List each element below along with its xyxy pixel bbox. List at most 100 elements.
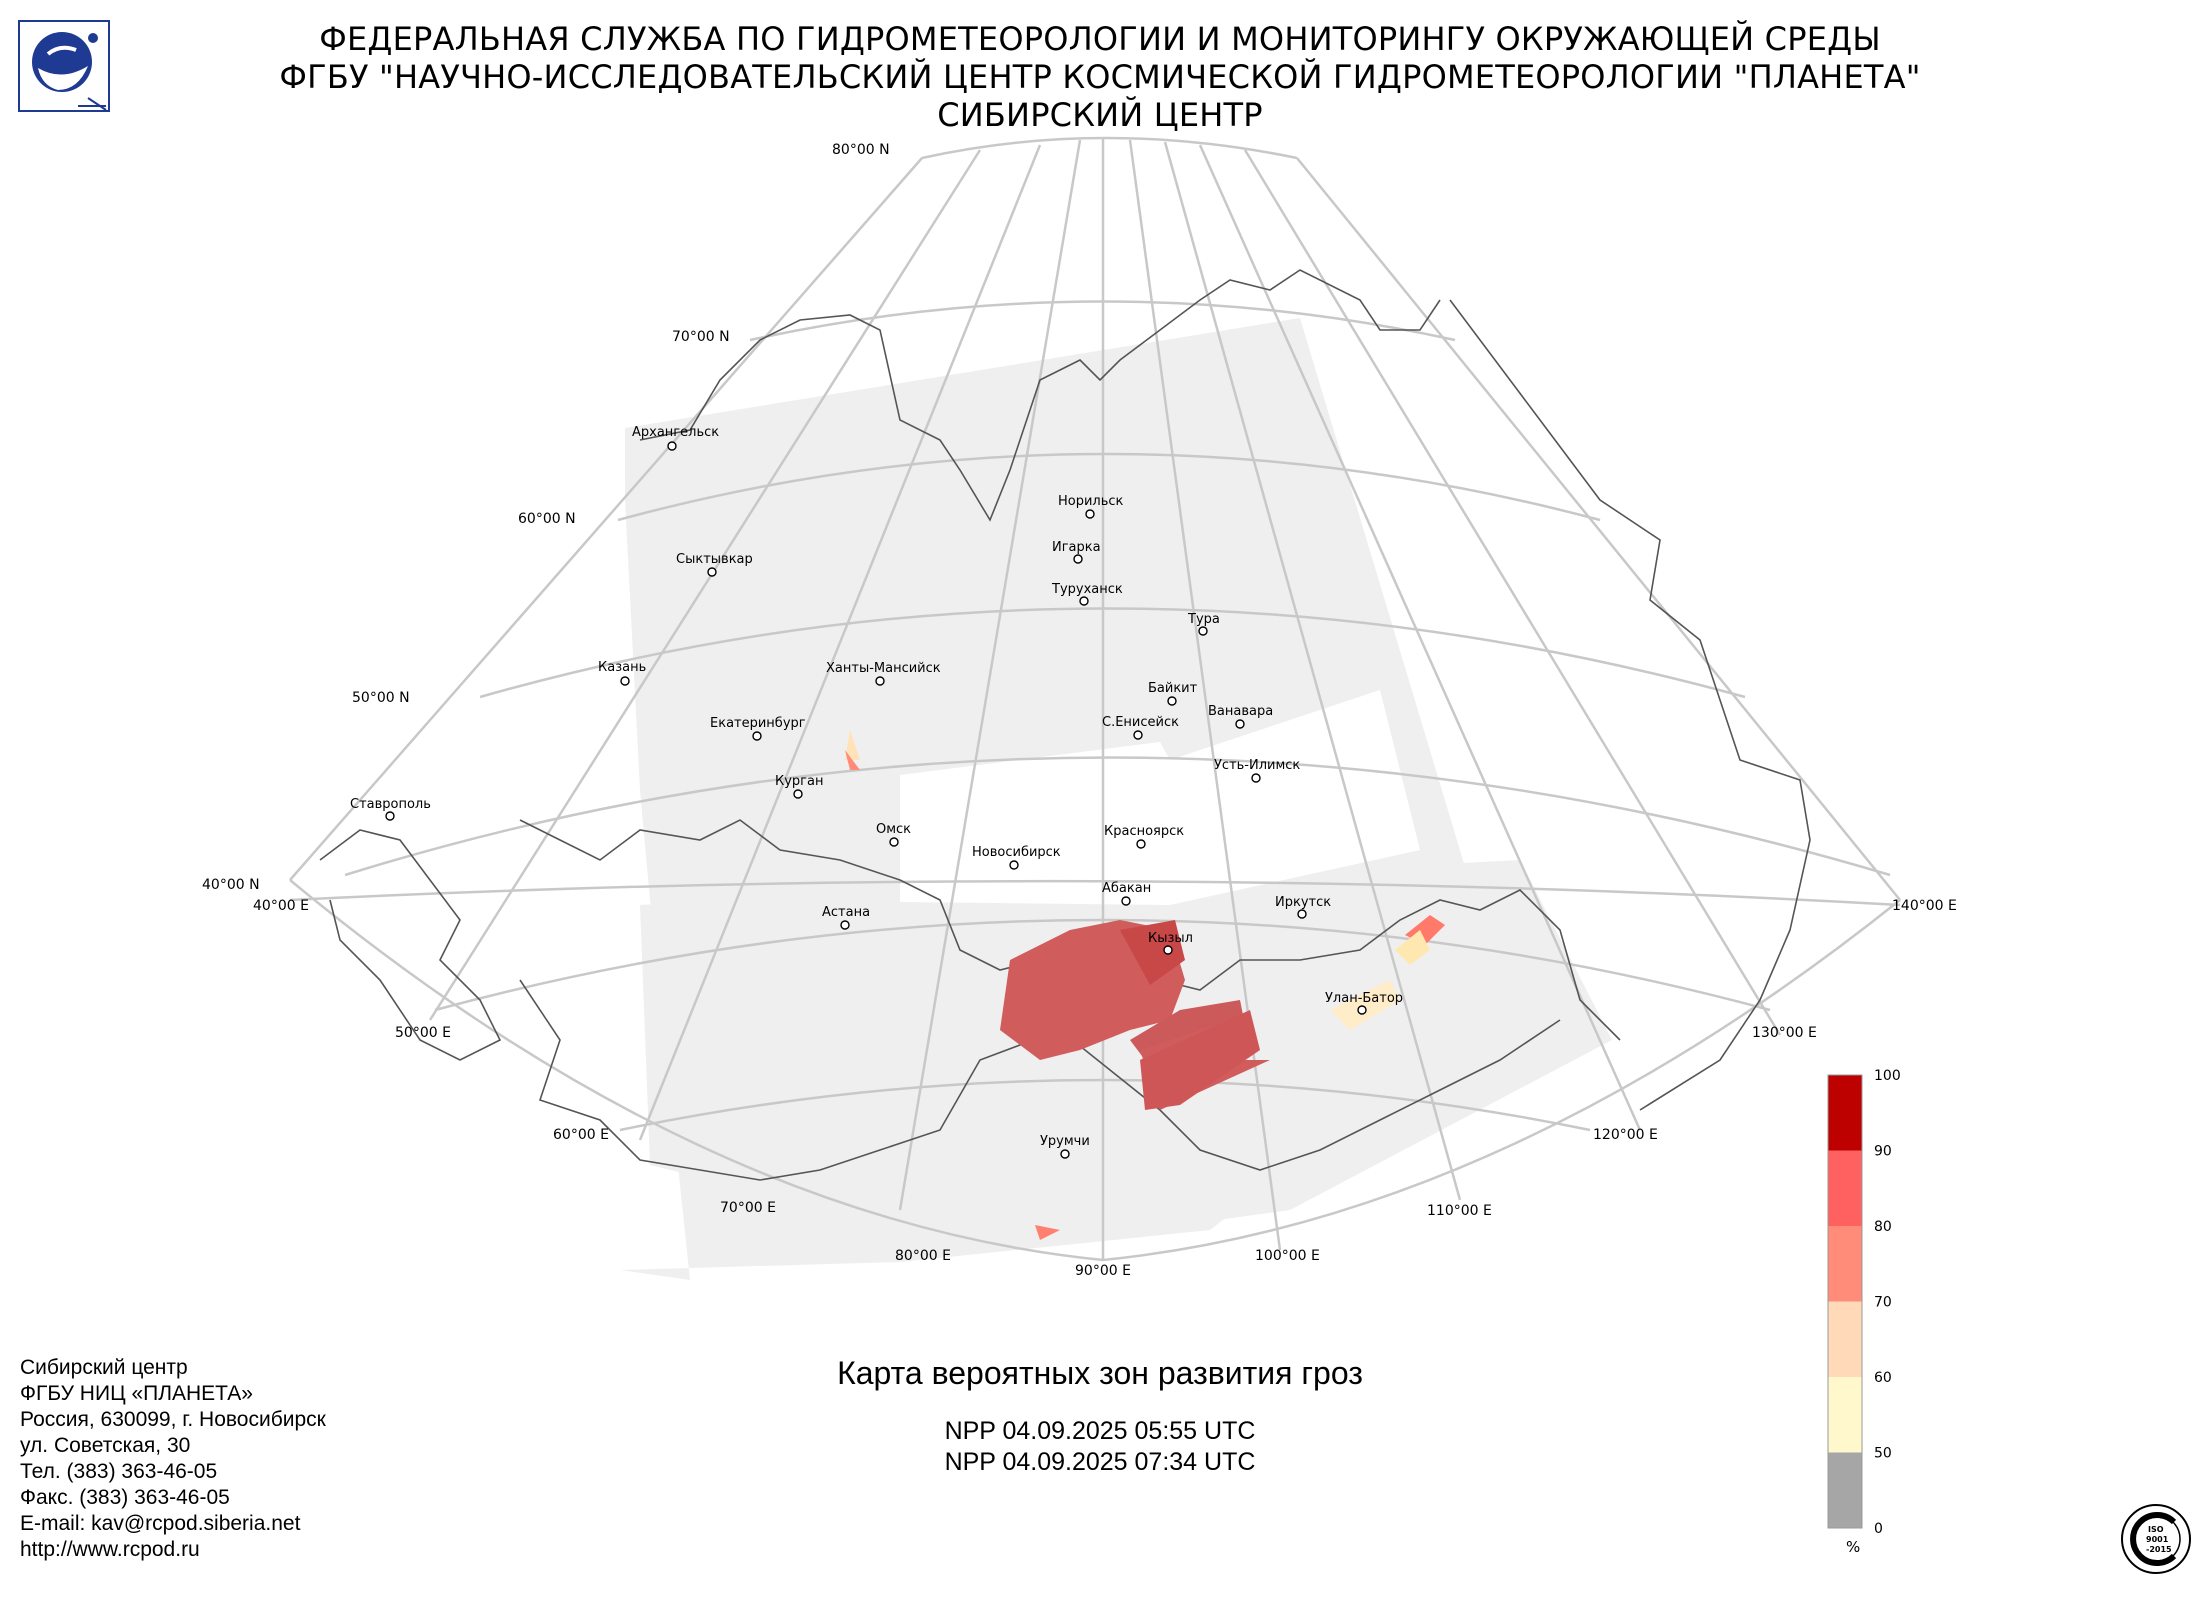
pass-1: NPP 04.09.2025 05:55 UTC (944, 1417, 1256, 1445)
city-novosibirsk: Новосибирск (972, 845, 1061, 870)
svg-text:9001: 9001 (2146, 1535, 2169, 1544)
city-abakan: Абакан (1102, 881, 1151, 906)
legend-tick-60: 60 (1874, 1370, 1892, 1386)
city-urumchi: Урумчи (1040, 1134, 1090, 1159)
header-line-2: ФГБУ "НАУЧНО-ИССЛЕДОВАТЕЛЬСКИЙ ЦЕНТР КОС… (279, 58, 1921, 96)
legend-unit: % (1846, 1538, 1860, 1556)
city-baykit: Байкит (1148, 681, 1198, 706)
website-link[interactable]: http://www.rcpod.ru (20, 1538, 200, 1561)
legend-tick-0: 0 (1874, 1521, 1883, 1537)
city-syktyvkar: Сыктывкар (676, 552, 753, 577)
planeta-logo-icon (18, 20, 110, 112)
header-line-3: СИБИРСКИЙ ЦЕНТР (937, 96, 1263, 134)
city-vanavara: Ванавара (1208, 704, 1273, 729)
city-igarka: Игарка (1052, 540, 1101, 564)
city-kyzyl: Кызыл (1148, 931, 1193, 955)
city-kazan: Казань (598, 660, 646, 686)
svg-text:Тура: Тура (1187, 612, 1220, 627)
svg-text:Туруханск: Туруханск (1051, 582, 1123, 597)
header: ФЕДЕРАЛЬНАЯ СЛУЖБА ПО ГИДРОМЕТЕОРОЛОГИИ … (0, 20, 2200, 134)
address-line-1: Сибирский центр (20, 1356, 188, 1379)
address-line-5: Тел. (383) 363-46-05 (20, 1460, 218, 1483)
city-krasnoyarsk: Красноярск (1104, 824, 1184, 849)
svg-text:Ставрополь: Ставрополь (350, 797, 431, 812)
svg-text:-2015: -2015 (2146, 1545, 2172, 1554)
graticule-meridians (289, 138, 1901, 1260)
graticule-labels: 80°00 N 70°00 N 60°00 N 50°00 N 40°00 N … (202, 142, 1957, 1279)
svg-text:Екатеринбург: Екатеринбург (710, 716, 806, 731)
legend-tick-100: 100 (1874, 1068, 1901, 1084)
legend-tick-70: 70 (1874, 1295, 1892, 1311)
city-turukhansk: Туруханск (1051, 582, 1123, 606)
city-ekaterinburg: Екатеринбург (710, 716, 806, 741)
city-norilsk: Норильск (1058, 494, 1124, 519)
label-lat-40: 40°00 N (202, 877, 260, 893)
header-line-1: ФЕДЕРАЛЬНАЯ СЛУЖБА ПО ГИДРОМЕТЕОРОЛОГИИ … (319, 20, 1881, 58)
label-lat-80: 80°00 N (832, 142, 890, 158)
label-lon-50: 50°00 E (395, 1025, 451, 1041)
swath-gap (900, 690, 1420, 905)
label-lon-100: 100°00 E (1255, 1248, 1320, 1264)
svg-text:Иркутск: Иркутск (1275, 895, 1331, 910)
svg-text:Урумчи: Урумчи (1040, 1134, 1090, 1149)
city-khanty-mansiysk: Ханты-Мансийск (826, 661, 941, 686)
legend-band-50-60 (1828, 1377, 1862, 1453)
svg-text:Ханты-Мансийск: Ханты-Мансийск (826, 661, 941, 676)
storm-zones (845, 730, 1445, 1240)
label-lon-60: 60°00 E (553, 1127, 609, 1143)
map-title: Карта вероятных зон развития гроз (837, 1355, 1363, 1391)
svg-text:Архангельск: Архангельск (632, 425, 719, 440)
svg-text:Новосибирск: Новосибирск (972, 845, 1061, 860)
legend-band-60-70 (1828, 1301, 1862, 1377)
svg-text:Усть-Илимск: Усть-Илимск (1214, 758, 1300, 773)
city-arkhangelsk: Архангельск (632, 425, 719, 451)
city-stavropol: Ставрополь (350, 797, 431, 821)
svg-text:Кызыл: Кызыл (1148, 931, 1193, 946)
legend-band-80-90 (1828, 1150, 1862, 1226)
label-lon-80: 80°00 E (895, 1248, 951, 1264)
city-ulan-bator: Улан-Батор (1325, 991, 1403, 1015)
label-lon-140: 140°00 E (1892, 898, 1957, 914)
svg-text:Сыктывкар: Сыктывкар (676, 552, 753, 567)
label-lon-130: 130°00 E (1752, 1025, 1817, 1041)
svg-text:С.Енисейск: С.Енисейск (1102, 715, 1179, 730)
city-ust-ilimsk: Усть-Илимск (1214, 758, 1300, 783)
legend-colorbar: 100 90 80 70 60 50 0% (1827, 1068, 1901, 1556)
legend-band-90-100 (1828, 1075, 1862, 1151)
iso-certificate-icon: ISO 9001 -2015 (2121, 1504, 2191, 1574)
svg-text:Улан-Батор: Улан-Батор (1325, 991, 1403, 1006)
svg-text:Ванавара: Ванавара (1208, 704, 1273, 719)
svg-text:Красноярск: Красноярск (1104, 824, 1184, 839)
svg-text:Норильск: Норильск (1058, 494, 1124, 509)
address-line-3: Россия, 630099, г. Новосибирск (20, 1408, 326, 1431)
label-lat-70: 70°00 N (672, 329, 730, 345)
cities: Архангельск Норильск Игарка Туруханск Ту… (350, 425, 1403, 1159)
city-kurgan: Курган (775, 774, 823, 799)
svg-text:Астана: Астана (822, 905, 870, 920)
address-block: Сибирский центр ФГБУ НИЦ «ПЛАНЕТА» Росси… (20, 1355, 326, 1563)
svg-text:Абакан: Абакан (1102, 881, 1151, 896)
svg-text:Омск: Омск (876, 822, 911, 837)
address-line-2: ФГБУ НИЦ «ПЛАНЕТА» (20, 1382, 253, 1405)
city-irkutsk: Иркутск (1275, 895, 1331, 919)
city-s-eniseysk: С.Енисейск (1102, 715, 1179, 740)
label-lon-40: 40°00 E (253, 898, 309, 914)
svg-text:Игарка: Игарка (1052, 540, 1101, 555)
city-tura: Тура (1187, 612, 1220, 636)
address-line-6: Факс. (383) 363-46-05 (20, 1486, 230, 1509)
legend-tick-80: 80 (1874, 1219, 1892, 1235)
legend-frame (1827, 1074, 1863, 1529)
coastlines (319, 269, 1811, 1181)
legend-tick-90: 90 (1874, 1144, 1892, 1160)
label-lat-60: 60°00 N (518, 511, 576, 527)
city-omsk: Омск (876, 822, 911, 847)
label-lon-120: 120°00 E (1593, 1127, 1658, 1143)
label-lon-70: 70°00 E (720, 1200, 776, 1216)
address-line-4: ул. Советская, 30 (20, 1434, 191, 1457)
svg-text:ISO: ISO (2148, 1525, 2164, 1534)
legend-band-70-80 (1828, 1226, 1862, 1302)
email-link[interactable]: E-mail: kav@rcpod.siberia.net (20, 1512, 301, 1535)
legend-tick-50: 50 (1874, 1446, 1892, 1462)
svg-text:Курган: Курган (775, 774, 823, 789)
